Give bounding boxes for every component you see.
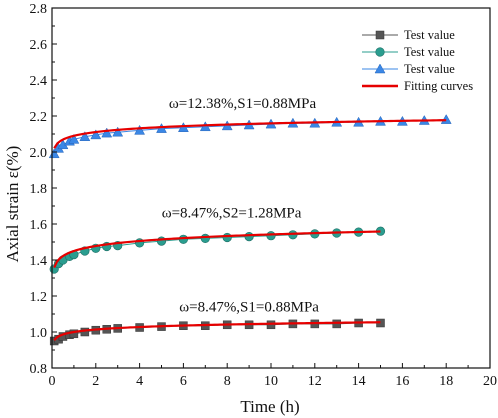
y-tick-label: 1.2 [30, 290, 48, 305]
data-point [90, 129, 102, 140]
x-tick-label: 2 [92, 374, 99, 389]
y-tick-label: 1.6 [30, 218, 48, 233]
legend-item: Test value [362, 62, 455, 76]
annotation-label: ω=8.47%,S2=1.28MPa [162, 206, 302, 222]
y-tick-label: 2.4 [30, 74, 48, 89]
data-point [266, 231, 276, 241]
x-tick-label: 4 [136, 374, 143, 389]
plot-area: ω=12.38%,S1=0.88MPa ω=8.47%,S2=1.28MPa ω=8… [48, 96, 452, 346]
data-point [79, 131, 91, 141]
legend-marker [374, 63, 386, 74]
y-tick-label: 2.6 [30, 38, 48, 53]
x-tick-label: 0 [49, 374, 56, 389]
series-circle [49, 226, 386, 274]
legend-label: Test value [404, 45, 455, 59]
y-tick-label: 2.8 [30, 2, 48, 17]
x-axis-label: Time (h) [240, 397, 299, 416]
data-point [222, 232, 232, 243]
data-point [112, 126, 124, 137]
data-point [68, 133, 80, 144]
legend-label: Test value [404, 28, 455, 42]
x-tick-label: 16 [395, 374, 409, 389]
y-tick-label: 1.8 [30, 182, 48, 197]
data-point [440, 114, 452, 124]
fitting-curve [53, 119, 447, 149]
legend-label: Fitting curves [404, 79, 473, 93]
x-tick-label: 14 [352, 374, 366, 389]
data-point [101, 127, 113, 138]
x-tick-label: 12 [308, 374, 322, 389]
x-tick-label: 8 [224, 374, 231, 389]
x-tick-label: 10 [264, 374, 278, 389]
legend-marker [375, 30, 385, 40]
y-tick-label: 2.2 [30, 110, 48, 125]
y-tick-label: 1.4 [30, 254, 48, 269]
legend-label: Test value [404, 62, 455, 76]
x-tick-label: 18 [439, 374, 453, 389]
data-point [200, 233, 210, 243]
annotation-label: ω=12.38%,S1=0.88MPa [169, 96, 317, 112]
y-tick-label: 0.8 [30, 362, 48, 377]
data-point [134, 124, 146, 135]
axes: 0 2 4 6 8 10 12 14 16 18 20 0.8 1.0 1.2 1.4 1.6 1.8 2.0 2.… [30, 2, 498, 389]
data-point [156, 236, 167, 246]
y-tick-label: 2.0 [30, 146, 48, 161]
annotation-label: ω=8.47%,S1=0.88MPa [179, 299, 319, 315]
y-tick-label: 1.0 [30, 326, 48, 341]
legend: Test value Test value Test value Fitting cu… [362, 28, 473, 93]
legend-item: Fitting curves [362, 79, 473, 93]
fitting-curve [53, 321, 381, 342]
fitting-curve [53, 230, 381, 269]
legend-item: Test value [362, 28, 455, 42]
data-point [244, 232, 254, 242]
y-axis-label: Axial strain ε(%) [3, 146, 22, 263]
legend-marker [375, 47, 385, 57]
legend-item: Test value [362, 45, 455, 59]
x-tick-label: 20 [483, 374, 497, 389]
x-tick-label: 6 [180, 374, 187, 389]
